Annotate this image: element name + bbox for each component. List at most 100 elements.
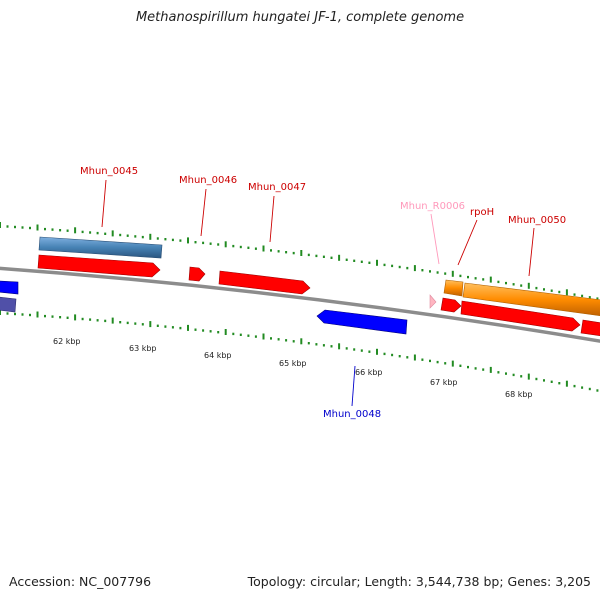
inner-tick	[217, 331, 220, 334]
inner-tick	[459, 364, 462, 367]
inner-tick	[66, 316, 69, 319]
accession-text: Accession: NC_007796	[9, 574, 152, 589]
cds-arrow-mhun-0050[interactable]	[460, 300, 581, 332]
cds-arrow-mhun-0047[interactable]	[218, 270, 311, 295]
outer-tick	[558, 290, 561, 294]
cds-arrow-next[interactable]	[580, 319, 600, 337]
inner-tick	[96, 319, 99, 322]
outer-tick	[292, 251, 295, 255]
inner-tick	[224, 329, 227, 335]
inner-tick	[202, 329, 205, 332]
inner-tick	[36, 311, 39, 318]
outer-tick	[322, 255, 325, 258]
outer-tick	[134, 235, 137, 238]
outer-tick	[573, 293, 576, 296]
inner-tick	[550, 380, 553, 383]
outer-tick	[436, 271, 439, 274]
outer-tick	[187, 237, 189, 244]
outer-tick	[565, 289, 568, 296]
inner-tick	[74, 314, 77, 321]
outer-tick	[429, 270, 431, 273]
inner-tick	[270, 337, 272, 340]
outer-tick	[59, 229, 62, 232]
inner-tick	[21, 313, 24, 316]
inner-tick	[413, 354, 416, 361]
outer-tick	[96, 231, 99, 235]
inner-tick	[6, 312, 9, 315]
inner-tick	[398, 355, 401, 358]
inner-tick	[406, 356, 409, 359]
kbp-label-65: 65 kbp	[279, 359, 307, 368]
label-rpoh: rpoH	[470, 207, 494, 218]
inner-tick	[126, 321, 129, 325]
outer-tick	[29, 226, 31, 230]
cds-arrow-rpoh[interactable]	[440, 297, 462, 313]
kbp-label-63: 63 kbp	[129, 344, 157, 353]
outer-tick	[74, 227, 77, 234]
inner-tick	[247, 334, 250, 337]
inner-tick	[330, 345, 333, 348]
outer-tick	[512, 283, 515, 286]
outer-tick	[119, 233, 122, 237]
inner-tick	[429, 359, 431, 363]
outer-tick	[104, 232, 107, 235]
outer-tick	[398, 265, 401, 269]
inner-tick	[179, 326, 182, 330]
cds-arrow-left-reverse[interactable]	[0, 280, 19, 295]
inner-tick	[51, 315, 54, 318]
inner-tick	[383, 352, 386, 356]
inner-tick	[436, 360, 439, 364]
outer-tick	[527, 282, 530, 289]
inner-tick	[565, 380, 568, 387]
inner-tick	[292, 340, 295, 343]
outer-tick	[413, 265, 416, 272]
inner-tick	[338, 343, 341, 350]
inner-tick	[322, 344, 325, 347]
inner-tick	[81, 317, 84, 321]
gene-bar-mhun-0045[interactable]	[38, 236, 163, 259]
inner-tick	[239, 333, 242, 336]
outer-tick	[474, 277, 477, 280]
trna-mhun-r0006[interactable]	[429, 294, 437, 309]
outer-tick	[247, 246, 250, 249]
inner-tick	[111, 317, 114, 324]
cds-arrow-mhun-0048[interactable]	[316, 309, 408, 335]
rrna-bar-right[interactable]	[462, 282, 600, 317]
outer-tick	[285, 251, 288, 254]
outer-tick	[451, 270, 454, 277]
cds-arrow-mhun-0045[interactable]	[37, 254, 161, 278]
inner-tick	[141, 323, 144, 326]
outer-tick	[520, 284, 523, 287]
inner-tick	[368, 350, 371, 353]
gene-bar-left-reverse[interactable]	[0, 296, 17, 313]
outer-tick	[588, 296, 591, 299]
label-mhun-0047: Mhun_0047	[248, 182, 306, 193]
outer-tick	[338, 254, 341, 261]
outer-tick	[444, 272, 447, 275]
outer-tick	[51, 228, 54, 231]
outer-tick	[368, 261, 371, 264]
inner-tick	[285, 339, 288, 342]
inner-tick	[0, 309, 1, 315]
inner-tick	[171, 326, 174, 329]
outer-tick	[171, 238, 174, 242]
inner-tick	[59, 316, 62, 319]
rrna-bar-left[interactable]	[443, 279, 464, 297]
label-mhun-r0006: Mhun_R0006	[400, 201, 465, 212]
inner-tick	[482, 368, 485, 371]
cds-arrow-mhun-0046[interactable]	[188, 266, 206, 282]
outer-tick	[0, 222, 1, 228]
inner-tick	[596, 389, 599, 392]
kbp-label-66: 66 kbp	[355, 368, 383, 377]
inner-tick	[360, 349, 363, 352]
genome-summary-text: Topology: circular; Length: 3,544,738 bp…	[247, 574, 591, 589]
outer-tick	[239, 245, 242, 249]
outer-tick	[270, 249, 272, 252]
inner-tick	[391, 353, 394, 357]
inner-tick	[187, 324, 189, 331]
outer-tick	[376, 259, 378, 266]
outer-tick	[126, 234, 129, 237]
inner-tick	[474, 367, 477, 370]
inner-tick	[209, 330, 212, 333]
